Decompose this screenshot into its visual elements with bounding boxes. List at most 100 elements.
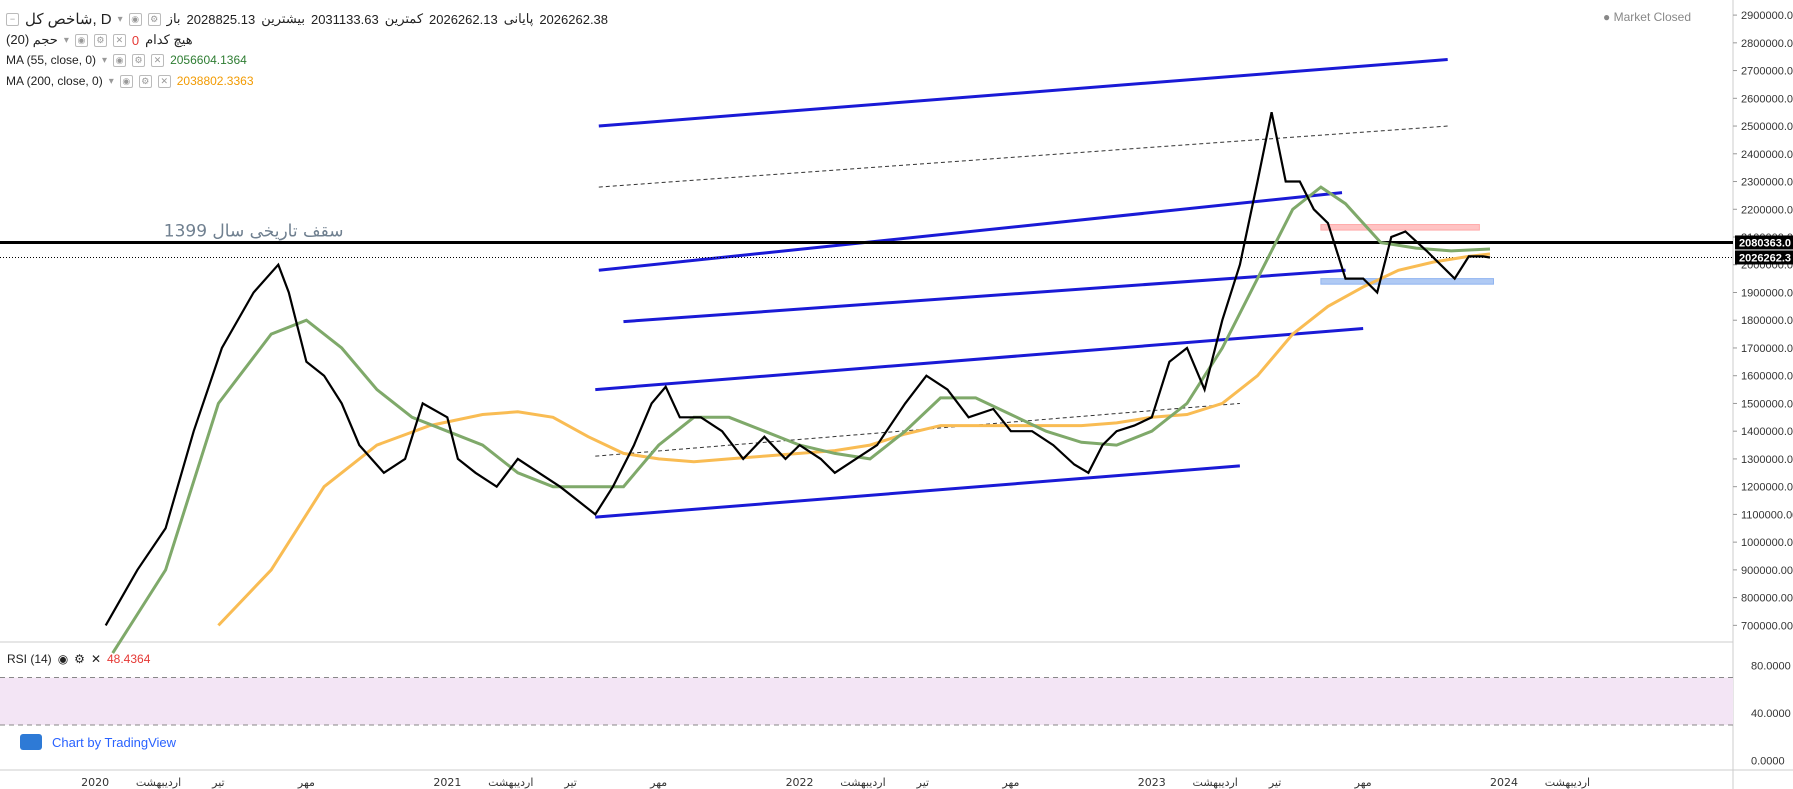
price-highlight-label: 2026262.3 [1739,252,1791,264]
zone-box [1320,278,1494,285]
low-value: 2026262.13 [429,11,498,27]
close-icon[interactable]: ✕ [151,53,165,67]
time-tick-label: مهر [297,776,315,789]
price-tick-label: 1000000.00 [1741,537,1793,549]
chevron-down-icon[interactable]: ▾ [108,75,114,87]
time-tick-label: 2020 [81,776,109,789]
price-tick-label: 2900000.00 [1741,10,1793,22]
settings-icon[interactable]: ⚙ [138,74,152,88]
eye-icon[interactable]: ◉ [113,53,127,67]
price-tick-label: 2200000.00 [1741,204,1793,216]
time-tick-label: اردیبهشت [136,776,181,789]
trend-channel-line [598,57,1448,128]
attribution-text[interactable]: Chart by TradingView [52,734,177,750]
rsi-tick-label: 80.0000 [1751,661,1791,673]
high-value: 2031133.63 [310,11,379,27]
eye-icon[interactable]: ◉ [128,12,142,26]
settings-icon[interactable]: ⚙ [93,33,107,47]
price-tick-label: 2500000.00 [1741,121,1793,133]
price-tick-label: 1700000.00 [1741,343,1793,355]
price-line [104,111,1491,626]
time-tick-label: 2021 [433,776,461,789]
rsi-tick-label: 0.0000 [1751,756,1785,768]
ma200-line [217,252,1491,627]
trend-channel-line [623,268,1346,324]
ma55-legend: MA (55, close, 0) ▾ ◉ ⚙ ✕ 2056604.1364 [6,53,247,67]
price-tick-label: 1100000.00 [1741,509,1793,521]
volume-label[interactable]: حجم (20) [6,32,58,47]
eye-icon[interactable]: ◉ [119,74,133,88]
chevron-down-icon[interactable]: ▾ [117,13,123,25]
ma55-value: 2056604.1364 [170,53,247,67]
time-tick-label: تیر [211,776,224,789]
rsi-label[interactable]: RSI (14) [7,652,52,666]
price-highlight-bg [1735,235,1793,250]
time-tick-label: اردیبهشت [1545,776,1590,789]
time-tick-label: اردیبهشت [1193,776,1238,789]
price-tick-label: 1300000.00 [1741,454,1793,466]
tradingview-logo-icon [20,734,42,750]
chevron-down-icon[interactable]: ▾ [63,34,69,46]
ma200-label[interactable]: MA (200, close, 0) [6,74,103,88]
price-tick-label: 1600000.00 [1741,371,1793,383]
time-tick-label: اردیبهشت [840,776,885,789]
price-tick-label: 2800000.00 [1741,38,1793,50]
rsi-legend: RSI (14) ◉ ⚙ ✕ 48.4364 [7,652,150,666]
trend-channel-line [595,327,1364,392]
open-value: 2028825.13 [186,11,256,27]
time-tick-label: مهر [1001,776,1019,789]
volume-value-label: هیچ کدام [145,32,193,47]
price-tick-label: 700000.00 [1741,620,1793,632]
collapse-icon[interactable]: − [6,12,19,26]
ma200-value: 2038802.3363 [176,74,254,88]
historic-high-annotation: سقف تاریخی سال 1399 [164,221,344,241]
price-tick-label: 2600000.00 [1741,93,1793,105]
volume-legend: حجم (20) ▾ ◉ ⚙ ✕ 0 هیچ کدام [6,32,193,48]
eye-icon[interactable]: ◉ [57,652,69,666]
rsi-value: 48.4364 [107,652,151,666]
trend-channel-line [598,191,1343,272]
settings-icon[interactable]: ⚙ [74,652,85,666]
symbol-legend: − شاخص کل, D ▾ ◉ ⚙ باز 2028825.13 بیشتری… [6,10,608,28]
time-tick-label: اردیبهشت [488,776,533,789]
tradingview-attribution[interactable]: Chart by TradingView [20,734,176,750]
ma55-label[interactable]: MA (55, close, 0) [6,53,97,67]
trend-channel-line [595,464,1240,519]
ma200-legend: MA (200, close, 0) ▾ ◉ ⚙ ✕ 2038802.3363 [6,74,254,88]
price-tick-label: 1200000.00 [1741,482,1793,494]
price-tick-label: 2700000.00 [1741,66,1793,78]
volume-value: 0 [131,32,140,48]
ma55-line [111,185,1491,654]
trend-midline [598,125,1448,188]
rsi-tick-label: 40.0000 [1751,708,1791,720]
time-tick-label: تیر [563,776,576,789]
price-tick-label: 2400000.00 [1741,149,1793,161]
close-value: 2026262.38 [539,11,609,27]
price-highlight-label: 2080363.0 [1739,237,1791,249]
price-tick-label: 1400000.00 [1741,426,1793,438]
settings-icon[interactable]: ⚙ [147,12,161,26]
price-tick-label: 1500000.00 [1741,398,1793,410]
time-tick-label: 2022 [786,776,814,789]
time-tick-label: مهر [1354,776,1372,789]
close-icon[interactable]: ✕ [90,652,101,666]
rsi-band [0,677,1733,725]
close-icon[interactable]: ✕ [157,74,171,88]
close-icon[interactable]: ✕ [112,33,126,47]
close-label: پایانی [503,11,534,26]
chevron-down-icon[interactable]: ▾ [102,54,108,66]
settings-icon[interactable]: ⚙ [132,53,146,67]
price-tick-label: 2300000.00 [1741,177,1793,189]
zone-box [1320,224,1480,231]
symbol-name[interactable]: شاخص کل, D [25,11,112,28]
time-tick-label: تیر [916,776,929,789]
price-highlight-bg [1735,250,1793,265]
price-tick-label: 900000.00 [1741,565,1793,577]
market-status: ● Market Closed [1603,10,1691,24]
high-label: بیشترین [261,11,305,26]
eye-icon[interactable]: ◉ [74,33,88,47]
time-tick-label: مهر [649,776,667,789]
time-tick-label: تیر [1268,776,1281,789]
price-tick-label: 1800000.00 [1741,315,1793,327]
